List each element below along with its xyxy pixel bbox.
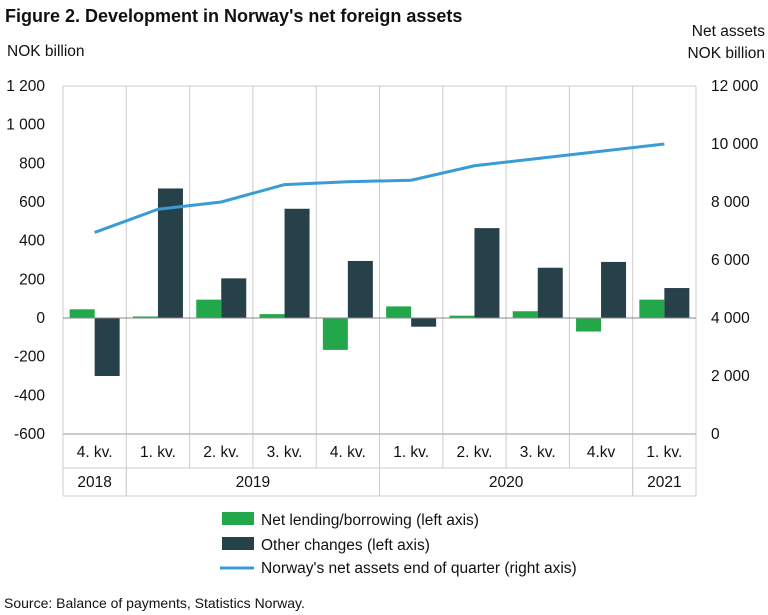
left-tick-label: 600 xyxy=(19,194,45,211)
right-axis-unit-line2: NOK billion xyxy=(687,45,765,62)
legend-item-net-assets: Norway's net assets end of quarter (righ… xyxy=(220,560,577,577)
bar-other-changes xyxy=(537,267,563,318)
line-net-assets xyxy=(94,142,665,234)
left-tick-label: 0 xyxy=(36,310,45,327)
bar-other-changes xyxy=(601,261,627,318)
x-tick-label: 3. kv. xyxy=(520,444,556,461)
year-label: 2020 xyxy=(489,474,524,491)
left-tick-label: -200 xyxy=(14,349,45,366)
bar-net-lending xyxy=(512,311,538,318)
bar-net-lending xyxy=(322,318,348,350)
chart-title: Figure 2. Development in Norway's net fo… xyxy=(5,6,462,26)
source-note: Source: Balance of payments, Statistics … xyxy=(4,595,305,611)
bar-other-changes xyxy=(411,318,437,327)
x-tick-label: 4. kv. xyxy=(330,444,366,461)
left-tick-label: 200 xyxy=(19,271,45,288)
bars xyxy=(63,188,696,376)
bar-other-changes xyxy=(474,228,500,318)
legend-label-other-changes: Other changes (left axis) xyxy=(261,537,430,554)
legend: Net lending/borrowing (left axis) Other … xyxy=(220,512,577,577)
bar-net-lending xyxy=(259,314,285,318)
x-tick-label: 2. kv. xyxy=(203,444,239,461)
x-tick-label: 2. kv. xyxy=(457,444,493,461)
bar-other-changes xyxy=(347,260,373,318)
x-tick-label: 4.kv xyxy=(587,444,616,461)
year-label: 2021 xyxy=(647,474,681,491)
legend-item-other-changes: Other changes (left axis) xyxy=(222,537,430,554)
bar-net-lending xyxy=(132,316,158,318)
left-axis: -600 -400 -200 0 200 400 600 800 1 000 1 200 xyxy=(6,78,45,443)
legend-label-net-assets: Norway's net assets end of quarter (righ… xyxy=(261,560,577,577)
bar-other-changes xyxy=(221,278,247,318)
bar-net-lending xyxy=(639,299,665,318)
right-tick-label: 12 000 xyxy=(711,78,759,95)
bar-net-lending xyxy=(576,318,602,332)
bar-other-changes xyxy=(284,208,310,318)
left-axis-unit: NOK billion xyxy=(7,43,85,60)
legend-swatch-net-lending xyxy=(222,512,254,525)
left-tick-label: -400 xyxy=(14,387,45,404)
legend-label-net-lending: Net lending/borrowing (left axis) xyxy=(261,512,479,529)
right-tick-label: 2 000 xyxy=(711,368,750,385)
right-tick-label: 10 000 xyxy=(711,136,759,153)
grid-lines xyxy=(62,85,697,434)
right-tick-label: 4 000 xyxy=(711,310,750,327)
bar-other-changes xyxy=(94,318,120,376)
legend-swatch-other-changes xyxy=(222,537,254,550)
left-tick-label: 400 xyxy=(19,233,45,250)
right-tick-label: 6 000 xyxy=(711,252,750,269)
left-tick-label: 800 xyxy=(19,155,45,172)
legend-item-net-lending: Net lending/borrowing (left axis) xyxy=(222,512,479,529)
left-tick-label: 1 000 xyxy=(6,117,45,134)
bar-net-lending xyxy=(449,315,475,318)
year-label: 2019 xyxy=(236,474,270,491)
right-tick-label: 8 000 xyxy=(711,194,750,211)
x-tick-label: 3. kv. xyxy=(267,444,303,461)
x-axis: 4. kv. 1. kv. 2. kv. 3. kv. 4. kv. 1. kv. 2. k… xyxy=(62,433,697,497)
x-tick-label: 1. kv. xyxy=(646,444,682,461)
left-tick-label: -600 xyxy=(14,426,45,443)
line-series xyxy=(94,142,665,234)
x-tick-label: 1. kv. xyxy=(140,444,176,461)
right-axis: 0 2 000 4 000 6 000 8 000 10 000 12 000 xyxy=(711,78,759,443)
year-label: 2018 xyxy=(77,474,111,491)
x-tick-label: 1. kv. xyxy=(393,444,429,461)
bar-net-lending xyxy=(69,309,95,318)
bar-net-lending xyxy=(196,299,222,318)
right-axis-unit-line1: Net assets xyxy=(692,23,765,40)
bar-other-changes xyxy=(664,288,690,318)
x-tick-label: 4. kv. xyxy=(77,444,113,461)
left-tick-label: 1 200 xyxy=(6,78,45,95)
bar-net-lending xyxy=(386,306,412,318)
right-tick-label: 0 xyxy=(711,426,720,443)
